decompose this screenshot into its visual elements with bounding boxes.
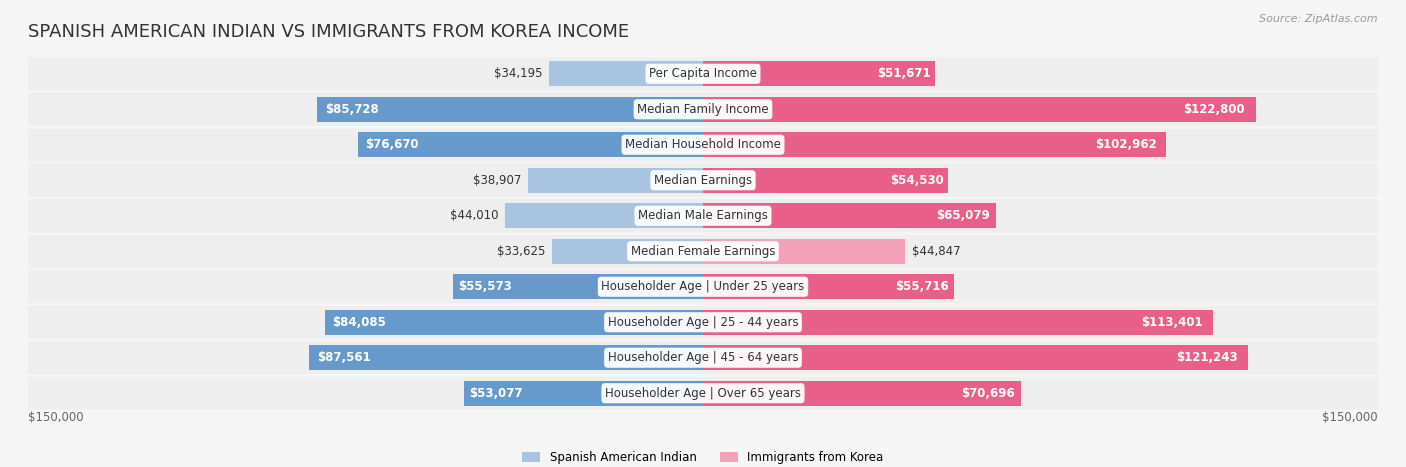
Text: $55,716: $55,716 — [894, 280, 949, 293]
Bar — [703, 274, 953, 299]
Text: $150,000: $150,000 — [28, 411, 84, 424]
Text: Median Male Earnings: Median Male Earnings — [638, 209, 768, 222]
Bar — [703, 310, 1213, 335]
Text: $150,000: $150,000 — [1322, 411, 1378, 424]
Bar — [464, 381, 703, 406]
Bar — [703, 345, 1249, 370]
Bar — [359, 132, 703, 157]
Text: $85,728: $85,728 — [325, 103, 378, 116]
Bar — [703, 61, 935, 86]
Text: $55,573: $55,573 — [458, 280, 512, 293]
Bar — [703, 168, 948, 193]
Text: Source: ZipAtlas.com: Source: ZipAtlas.com — [1260, 14, 1378, 24]
Bar — [527, 168, 703, 193]
FancyBboxPatch shape — [28, 164, 1378, 197]
FancyBboxPatch shape — [28, 377, 1378, 410]
Bar — [551, 239, 703, 264]
Text: $54,530: $54,530 — [890, 174, 943, 187]
Text: $70,696: $70,696 — [960, 387, 1015, 400]
FancyBboxPatch shape — [28, 57, 1378, 90]
FancyBboxPatch shape — [28, 270, 1378, 303]
Bar — [453, 274, 703, 299]
Text: $87,561: $87,561 — [316, 351, 371, 364]
Text: Householder Age | 45 - 64 years: Householder Age | 45 - 64 years — [607, 351, 799, 364]
Text: Median Household Income: Median Household Income — [626, 138, 780, 151]
Text: $44,010: $44,010 — [450, 209, 498, 222]
Bar — [703, 97, 1256, 122]
Text: $122,800: $122,800 — [1182, 103, 1244, 116]
Bar — [703, 132, 1166, 157]
Bar — [318, 97, 703, 122]
Text: Per Capita Income: Per Capita Income — [650, 67, 756, 80]
Text: $44,847: $44,847 — [911, 245, 960, 258]
Text: Median Female Earnings: Median Female Earnings — [631, 245, 775, 258]
Legend: Spanish American Indian, Immigrants from Korea: Spanish American Indian, Immigrants from… — [517, 446, 889, 467]
Text: Householder Age | Under 25 years: Householder Age | Under 25 years — [602, 280, 804, 293]
Text: $76,670: $76,670 — [366, 138, 419, 151]
Text: $51,671: $51,671 — [877, 67, 931, 80]
Bar — [703, 203, 995, 228]
Text: Householder Age | Over 65 years: Householder Age | Over 65 years — [605, 387, 801, 400]
Text: Median Family Income: Median Family Income — [637, 103, 769, 116]
Bar — [505, 203, 703, 228]
Bar — [550, 61, 703, 86]
Bar — [703, 381, 1021, 406]
FancyBboxPatch shape — [28, 341, 1378, 374]
Text: Median Earnings: Median Earnings — [654, 174, 752, 187]
Text: $65,079: $65,079 — [936, 209, 990, 222]
Bar — [325, 310, 703, 335]
FancyBboxPatch shape — [28, 235, 1378, 268]
Bar — [703, 239, 905, 264]
FancyBboxPatch shape — [28, 93, 1378, 126]
Text: $34,195: $34,195 — [494, 67, 543, 80]
Text: Householder Age | 25 - 44 years: Householder Age | 25 - 44 years — [607, 316, 799, 329]
Text: SPANISH AMERICAN INDIAN VS IMMIGRANTS FROM KOREA INCOME: SPANISH AMERICAN INDIAN VS IMMIGRANTS FR… — [28, 23, 630, 42]
Text: $53,077: $53,077 — [470, 387, 523, 400]
Text: $33,625: $33,625 — [496, 245, 546, 258]
FancyBboxPatch shape — [28, 128, 1378, 161]
FancyBboxPatch shape — [28, 199, 1378, 232]
Text: $121,243: $121,243 — [1175, 351, 1237, 364]
Text: $38,907: $38,907 — [472, 174, 522, 187]
Bar — [309, 345, 703, 370]
Text: $102,962: $102,962 — [1095, 138, 1157, 151]
Text: $113,401: $113,401 — [1142, 316, 1204, 329]
Text: $84,085: $84,085 — [332, 316, 387, 329]
FancyBboxPatch shape — [28, 306, 1378, 339]
